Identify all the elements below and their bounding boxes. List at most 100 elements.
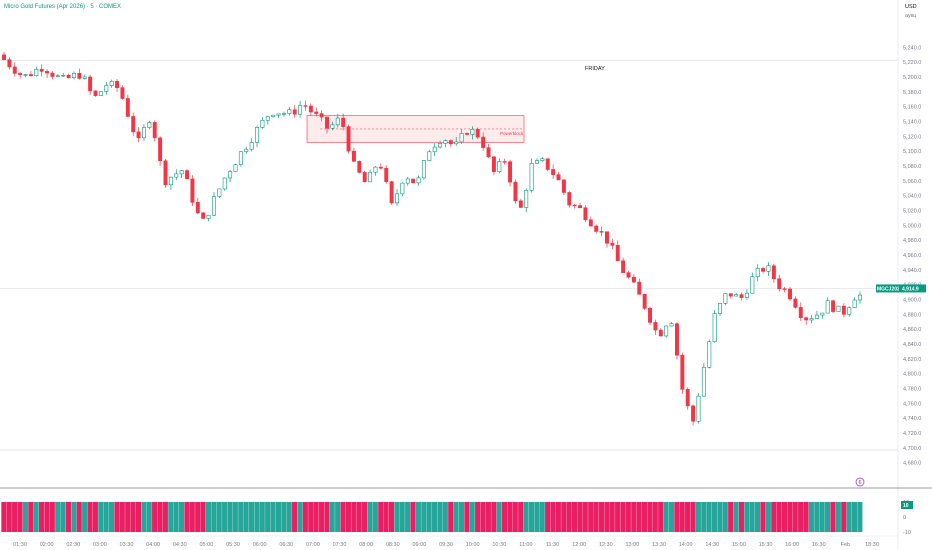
- histogram-bar: [571, 502, 578, 532]
- histogram-bar: [475, 502, 481, 532]
- candle-body: [766, 265, 771, 272]
- time-tick-label: 09:30: [439, 542, 453, 548]
- price-tick-label: 5,000.0: [903, 223, 921, 229]
- histogram-bar: [679, 502, 685, 532]
- candle-body: [378, 166, 383, 169]
- candle-body: [502, 161, 507, 163]
- candle-body: [814, 314, 819, 319]
- histogram-bar: [566, 502, 572, 532]
- candle: [777, 274, 782, 292]
- candle-body: [518, 200, 523, 208]
- candle: [502, 158, 507, 165]
- candle-body: [39, 68, 44, 72]
- candle-body: [168, 176, 173, 186]
- price-tick-label: 4,900.0: [903, 297, 921, 303]
- histogram-bar: [787, 502, 793, 532]
- price-tick-label: 5,140.0: [903, 120, 921, 126]
- candle-body: [249, 142, 254, 150]
- histogram-bar: [367, 502, 373, 532]
- histogram-bar: [652, 502, 658, 532]
- price-tick-label: 5,040.0: [903, 194, 921, 200]
- candle-body: [50, 72, 55, 77]
- candle: [615, 240, 620, 262]
- histogram-bar: [491, 502, 497, 532]
- time-tick-label: 16:00: [785, 542, 799, 548]
- candle: [351, 147, 356, 163]
- candle: [583, 205, 588, 223]
- histogram-bar: [254, 502, 260, 532]
- candle: [841, 303, 846, 318]
- symbol-badge-bg: [876, 284, 899, 293]
- currency-sub-label: аукц: [905, 13, 917, 19]
- candle-body: [147, 122, 152, 128]
- candle-body: [847, 307, 852, 315]
- candle: [395, 189, 399, 206]
- histogram-bar: [528, 502, 535, 532]
- histogram-bar: [593, 502, 599, 532]
- candle: [346, 124, 351, 154]
- candle-body: [357, 160, 362, 173]
- candle: [696, 392, 701, 424]
- candle-body: [195, 202, 200, 214]
- candle-body: [142, 127, 146, 139]
- candle: [825, 297, 830, 314]
- candle: [658, 328, 663, 337]
- candle-body: [777, 278, 782, 290]
- candle-body: [405, 178, 410, 184]
- histogram-bar: [157, 502, 163, 532]
- candle: [190, 175, 195, 206]
- candle: [599, 226, 604, 237]
- candle-body: [491, 156, 496, 173]
- candle-body: [362, 172, 367, 183]
- candle-body: [648, 307, 653, 323]
- histogram-bar: [701, 502, 707, 532]
- histogram-bar: [308, 502, 314, 532]
- candle-body: [529, 162, 534, 191]
- candle-body: [368, 171, 373, 183]
- candle: [179, 169, 184, 178]
- event-marker[interactable]: 6: [855, 477, 865, 487]
- time-tick-label: 01:30: [13, 542, 27, 548]
- candle-body: [384, 167, 389, 182]
- histogram-bar: [71, 502, 77, 532]
- time-tick-label: 11:00: [519, 542, 532, 548]
- candle-body: [335, 117, 340, 126]
- candle: [335, 114, 340, 128]
- time-tick-label: 08:00: [359, 542, 373, 548]
- candle-body: [481, 136, 486, 148]
- histogram-bar: [749, 502, 755, 532]
- histogram-bar: [286, 502, 292, 532]
- event-marker-circle[interactable]: [855, 477, 865, 487]
- order-block-label: Powerblock: [500, 131, 524, 136]
- time-axis[interactable]: 01:30 02:00 02:30 03:00 03:30 04:00 04:30 05:00…: [13, 542, 879, 548]
- candle: [98, 90, 103, 96]
- histogram-bar: [49, 502, 55, 532]
- candle-body: [465, 133, 469, 135]
- candle: [303, 100, 308, 111]
- candle-body: [658, 329, 663, 337]
- candle-body: [125, 98, 130, 117]
- candle-body: [718, 303, 722, 314]
- candle-body: [438, 143, 443, 148]
- candle: [653, 319, 658, 335]
- histogram-bar: [345, 502, 351, 532]
- histogram-bar: [448, 502, 454, 532]
- candle-body: [685, 389, 690, 407]
- histogram-bar: [119, 502, 125, 532]
- candle: [389, 180, 394, 205]
- candle-body: [45, 71, 50, 74]
- time-tick-label: 18:30: [865, 542, 879, 548]
- histogram-bar: [523, 502, 529, 532]
- candle: [831, 299, 836, 314]
- candle-body: [610, 242, 615, 246]
- histogram-bar: [555, 502, 561, 532]
- candle: [734, 292, 739, 297]
- candle: [470, 126, 475, 140]
- histogram-bar: [415, 502, 421, 532]
- candle-body: [351, 150, 356, 162]
- candle-body: [448, 140, 453, 145]
- candle: [691, 404, 696, 426]
- candle: [540, 156, 545, 162]
- candle-body: [804, 317, 809, 321]
